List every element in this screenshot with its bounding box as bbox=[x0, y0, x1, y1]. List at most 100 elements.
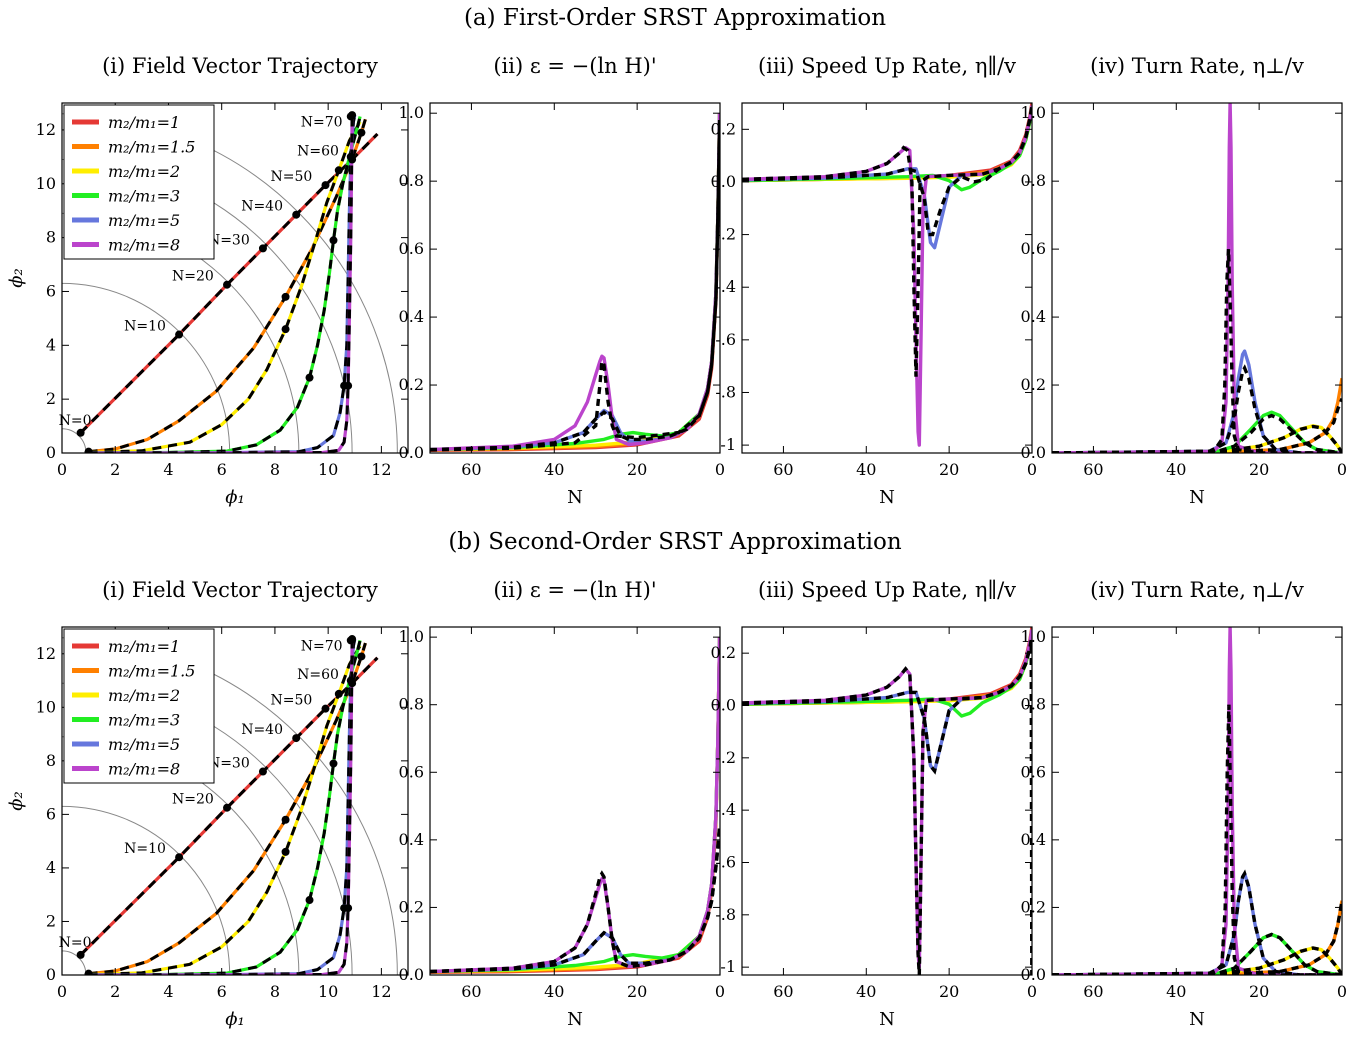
n-marker bbox=[175, 330, 184, 339]
n-label: N=50 bbox=[270, 169, 312, 185]
legend-label: m₂/m₁=1 bbox=[108, 637, 180, 656]
series-line bbox=[430, 113, 720, 452]
y-tick-label: 4 bbox=[46, 335, 56, 354]
plot-area bbox=[1052, 627, 1342, 975]
x-tick-label: 10 bbox=[318, 982, 338, 1001]
x-tick-label: 2 bbox=[110, 460, 120, 479]
y-tick-label: -1 bbox=[720, 435, 736, 454]
series-approx-line bbox=[79, 132, 379, 434]
panel-b-iii: (iii) Speed Up Rate, η∥/v 60 40 20 0 -1 -.8 -.6… bbox=[711, 578, 1038, 1030]
series-approx-line bbox=[79, 656, 379, 956]
x-tick-label: 40 bbox=[1166, 460, 1186, 479]
x-axis-label: N bbox=[567, 1009, 583, 1030]
x-tick-label: 8 bbox=[270, 460, 280, 479]
x-axis-label: ϕ₁ bbox=[225, 1009, 245, 1030]
x-tick-label: 20 bbox=[1249, 982, 1269, 1001]
x-tick-label: 60 bbox=[1083, 982, 1103, 1001]
n-marker bbox=[348, 111, 357, 120]
y-tick-label: -.4 bbox=[715, 800, 736, 819]
panel-title: (ii) ε = −(ln H)' bbox=[493, 54, 656, 78]
legend-label: m₂/m₁=1.5 bbox=[108, 138, 195, 157]
y-tick-label: 8 bbox=[46, 751, 56, 770]
y-tick-label: 0.4 bbox=[399, 307, 424, 326]
x-tick-label: 60 bbox=[461, 460, 481, 479]
x-tick-label: 0 bbox=[57, 982, 67, 1001]
series-line bbox=[742, 105, 1032, 447]
panel-b-ii: (ii) ε = −(ln H)' 60 40 20 0 0.0 0.2 0.4 0.6 0.8 1… bbox=[399, 578, 726, 1030]
row-a-title: (a) First-Order SRST Approximation bbox=[464, 5, 886, 31]
y-tick-label: 0 bbox=[46, 443, 56, 462]
approx-line bbox=[1052, 249, 1342, 453]
row-b-title: (b) Second-Order SRST Approximation bbox=[448, 529, 902, 555]
panel-b-iv: (iv) Turn Rate, η⊥/v60 40 20 00.00.20.40.60… bbox=[1021, 578, 1348, 1030]
approx-line bbox=[430, 119, 720, 452]
approx-line bbox=[1052, 397, 1342, 453]
x-tick-label: 0 bbox=[57, 460, 67, 479]
plot-frame bbox=[1051, 102, 1343, 454]
n-marker bbox=[281, 292, 290, 301]
y-tick-label: 10 bbox=[36, 697, 56, 716]
series-line bbox=[430, 113, 720, 452]
x-tick-label: 2 bbox=[110, 982, 120, 1001]
plot-frame bbox=[429, 626, 721, 976]
series-line bbox=[1052, 900, 1342, 975]
series-line bbox=[430, 113, 720, 452]
n-marker bbox=[281, 847, 290, 856]
x-axis-label: N bbox=[1189, 1009, 1205, 1030]
panel-a-iii: (iii) Speed Up Rate, η∥/v 60 40 20 0 -1 -.8 -.6… bbox=[711, 54, 1038, 508]
n-marker bbox=[357, 652, 366, 661]
panel-title: (iv) Turn Rate, η⊥/v bbox=[1090, 54, 1304, 78]
plot-area bbox=[430, 637, 720, 974]
series-line bbox=[430, 637, 720, 974]
y-tick-label: 10 bbox=[36, 174, 56, 193]
y-tick-label: 0.4 bbox=[399, 830, 424, 849]
n-marker bbox=[175, 853, 184, 862]
y-tick-label: 1.0 bbox=[399, 627, 424, 646]
x-tick-label: 0 bbox=[1337, 982, 1347, 1001]
legend-box bbox=[63, 628, 215, 784]
n-label: N=40 bbox=[241, 722, 283, 738]
n-marker bbox=[292, 734, 301, 743]
y-tick-label: 0.6 bbox=[1021, 762, 1046, 781]
plot-area bbox=[1052, 103, 1342, 453]
x-axis-label: N bbox=[879, 487, 895, 508]
x-axis-label: ϕ₁ bbox=[225, 487, 245, 508]
y-tick-label: 2 bbox=[46, 389, 56, 408]
n-marker bbox=[305, 896, 314, 905]
panel-a-i: (i) Field Vector Trajectory 0 2 4 6 8 10 12 0 2 4 6… bbox=[6, 54, 409, 508]
legend-label: m₂/m₁=3 bbox=[108, 711, 180, 730]
n-marker bbox=[329, 236, 338, 245]
legend-label: m₂/m₁=1.5 bbox=[108, 662, 195, 681]
approx-line bbox=[742, 639, 1032, 975]
y-axis-label: ϕ₂ bbox=[6, 268, 27, 288]
legend-label: m₂/m₁=2 bbox=[108, 686, 180, 705]
n-marker bbox=[321, 181, 330, 190]
n-marker bbox=[329, 759, 338, 768]
panel-title: (iv) Turn Rate, η⊥/v bbox=[1090, 578, 1304, 602]
series-line bbox=[430, 113, 720, 452]
n-label: N=0 bbox=[59, 935, 92, 951]
y-tick-label: 4 bbox=[46, 858, 56, 877]
n-marker bbox=[346, 152, 355, 161]
x-axis-label: N bbox=[879, 1009, 895, 1030]
n-label: N=70 bbox=[301, 114, 343, 130]
panel-a-iv: (iv) Turn Rate, η⊥/v60 40 20 00.00.20.40.60… bbox=[1021, 54, 1348, 508]
plot-frame bbox=[61, 102, 409, 454]
y-tick-label: 0.8 bbox=[1021, 695, 1046, 714]
n-label: N=10 bbox=[124, 841, 166, 857]
panel-title: (ii) ε = −(ln H)' bbox=[493, 578, 656, 602]
plot-frame bbox=[741, 102, 1033, 454]
approx-line bbox=[430, 826, 720, 974]
x-tick-label: 40 bbox=[544, 460, 564, 479]
legend-label: m₂/m₁=5 bbox=[108, 211, 180, 230]
n-marker bbox=[258, 244, 267, 253]
panel-title: (i) Field Vector Trajectory bbox=[102, 54, 378, 78]
x-tick-label: 60 bbox=[773, 460, 793, 479]
series-line bbox=[742, 627, 1032, 706]
y-tick-label: 0.4 bbox=[1021, 830, 1046, 849]
x-tick-label: 4 bbox=[163, 460, 173, 479]
approx-line bbox=[1052, 946, 1342, 975]
approx-line bbox=[430, 119, 720, 452]
n-label: N=70 bbox=[301, 638, 343, 654]
n-marker bbox=[223, 280, 232, 289]
